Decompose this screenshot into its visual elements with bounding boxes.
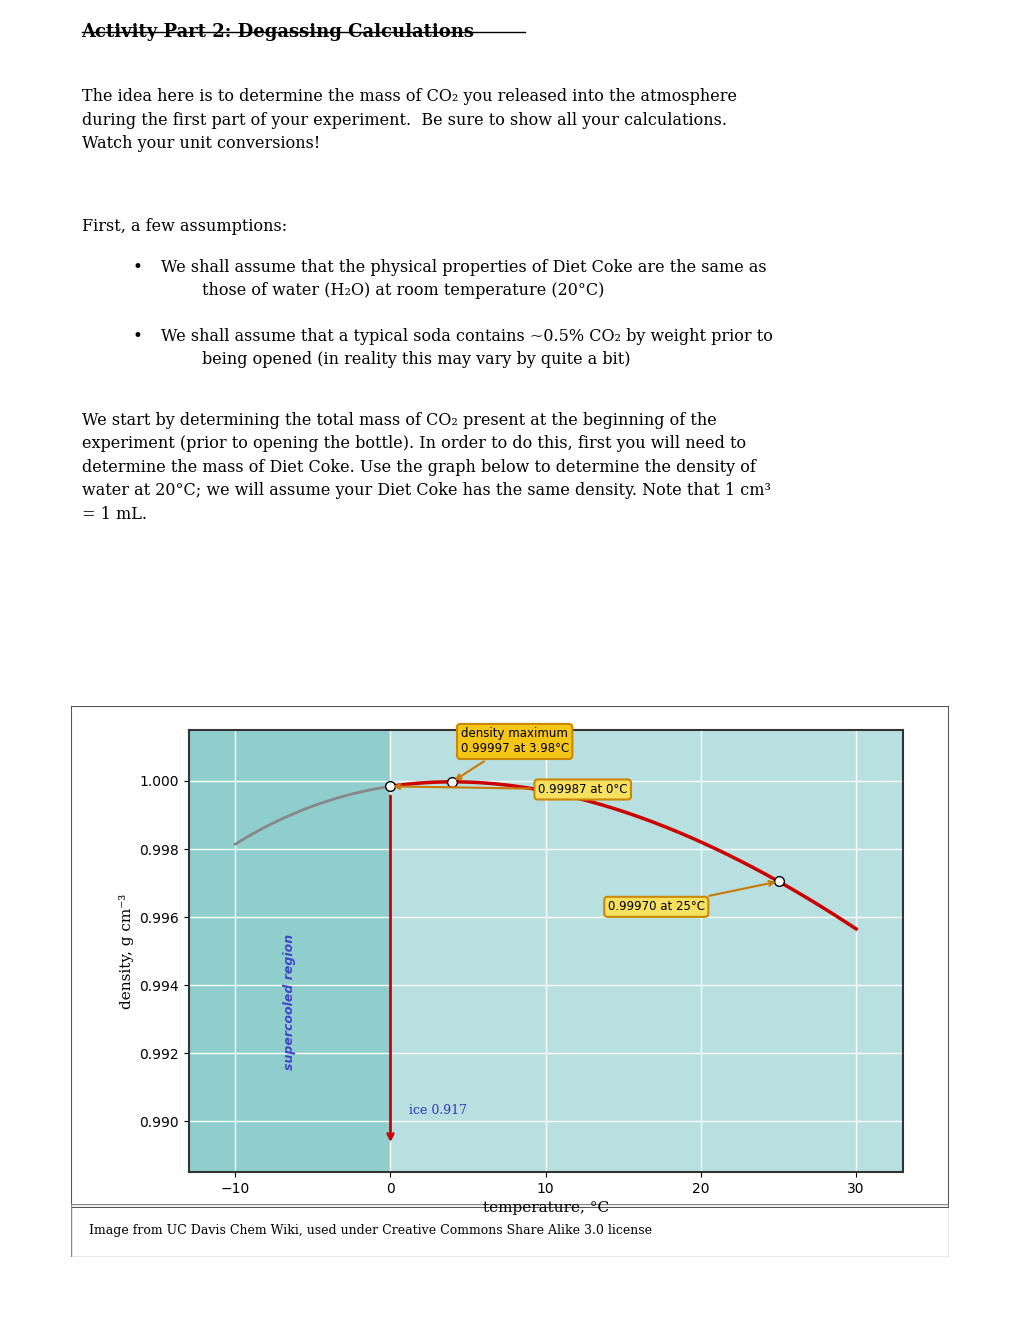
Text: We start by determining the total mass of CO₂ present at the beginning of the
ex: We start by determining the total mass o… [82,412,769,523]
Text: We shall assume that the physical properties of Diet Coke are the same as
      : We shall assume that the physical proper… [161,259,766,300]
Text: supercooled region: supercooled region [283,935,296,1071]
Text: The idea here is to determine the mass of CO₂ you released into the atmosphere
d: The idea here is to determine the mass o… [82,88,736,152]
Text: ice 0.917: ice 0.917 [409,1105,467,1117]
Y-axis label: density, g cm⁻³: density, g cm⁻³ [118,894,133,1008]
Text: First, a few assumptions:: First, a few assumptions: [82,218,286,235]
Text: 0.99987 at 0°C: 0.99987 at 0°C [395,783,627,796]
Text: Image from UC Davis Chem Wiki, used under Creative Commons Share Alike 3.0 licen: Image from UC Davis Chem Wiki, used unde… [89,1224,651,1237]
Text: •: • [132,327,143,345]
Bar [189,730,390,1172]
Text: •: • [132,259,143,276]
X-axis label: temperature, °C: temperature, °C [482,1201,608,1216]
Text: 0.99970 at 25°C: 0.99970 at 25°C [607,880,772,913]
Text: density maximum
0.99997 at 3.98°C: density maximum 0.99997 at 3.98°C [457,727,569,779]
Text: Activity Part 2: Degassing Calculations: Activity Part 2: Degassing Calculations [82,22,474,41]
Text: We shall assume that a typical soda contains ~0.5% CO₂ by weight prior to
      : We shall assume that a typical soda cont… [161,327,772,368]
